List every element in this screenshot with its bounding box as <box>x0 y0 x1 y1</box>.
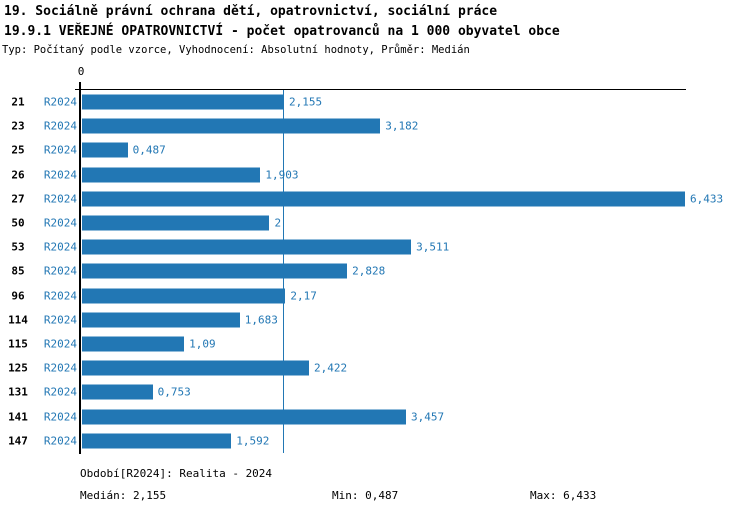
bar-value-label: 2,828 <box>352 264 386 278</box>
chart-row: 131 R2024 0,753 <box>0 380 750 404</box>
bar-value-label: 6,433 <box>690 192 724 206</box>
chart-row: 141 R2024 3,457 <box>0 405 750 429</box>
chart-subtitle: 19.9.1 VEŘEJNÉ OPATROVNICTVÍ - počet opa… <box>4 24 560 39</box>
chart-row: 114 R2024 1,683 <box>0 308 750 332</box>
row-series-label: R2024 <box>43 240 77 254</box>
bar <box>82 94 284 110</box>
row-category-label: 115 <box>8 337 28 351</box>
row-series-label: R2024 <box>43 289 77 303</box>
row-category-label: 21 <box>11 95 25 109</box>
footer-min-text: Min: 0,487 <box>332 489 399 502</box>
chart-row: 115 R2024 1,09 <box>0 332 750 356</box>
bar <box>82 288 286 304</box>
row-series-label: R2024 <box>43 313 77 327</box>
chart-title: 19. Sociálně právní ochrana dětí, opatro… <box>4 4 498 19</box>
bar <box>82 409 407 425</box>
bar <box>82 215 270 231</box>
row-series-label: R2024 <box>43 337 77 351</box>
bar-value-label: 3,511 <box>416 240 450 254</box>
row-series-label: R2024 <box>43 192 77 206</box>
bar <box>82 191 685 207</box>
bar <box>82 384 153 400</box>
bar-value-label: 1,09 <box>189 337 216 351</box>
bar-value-label: 1,683 <box>244 313 278 327</box>
row-category-label: 26 <box>11 168 25 182</box>
chart-row: 50 R2024 2 <box>0 211 750 235</box>
bar <box>82 142 128 158</box>
chart-row: 21 R2024 2,155 <box>0 90 750 114</box>
row-series-label: R2024 <box>43 385 77 399</box>
chart-row: 147 R2024 1,592 <box>0 429 750 453</box>
row-series-label: R2024 <box>43 264 77 278</box>
chart-type-line: Typ: Počítaný podle vzorce, Vyhodnocení:… <box>2 44 470 56</box>
bar-value-label: 2,155 <box>288 95 323 109</box>
row-category-label: 125 <box>8 361 28 375</box>
bar <box>82 167 261 183</box>
chart-row: 26 R2024 1,903 <box>0 163 750 187</box>
row-category-label: 96 <box>11 289 25 303</box>
chart-row: 96 R2024 2,17 <box>0 284 750 308</box>
bar-value-label: 1,903 <box>265 168 299 182</box>
row-series-label: R2024 <box>43 216 77 230</box>
row-series-label: R2024 <box>43 168 77 182</box>
row-category-label: 114 <box>8 313 28 327</box>
bar-value-label: 0,753 <box>157 385 191 399</box>
chart-row: 23 R2024 3,182 <box>0 114 750 138</box>
row-category-label: 25 <box>11 143 25 157</box>
bar <box>82 312 240 328</box>
row-series-label: R2024 <box>43 434 77 448</box>
footer-median-text: Medián: 2,155 <box>80 489 167 502</box>
x-axis-zero-tick-label: 0 <box>77 65 85 78</box>
row-series-label: R2024 <box>43 361 77 375</box>
bar <box>82 360 310 376</box>
y-axis-line <box>79 82 81 454</box>
row-category-label: 147 <box>8 434 28 448</box>
bar-value-label: 3,457 <box>411 410 445 424</box>
footer-period-text: Období[R2024]: Realita - 2024 <box>80 467 273 480</box>
row-category-label: 53 <box>11 240 25 254</box>
chart-row: 53 R2024 3,511 <box>0 235 750 259</box>
bar-value-label: 1,592 <box>236 434 270 448</box>
chart-row: 27 R2024 6,433 <box>0 187 750 211</box>
bar-rows-container: 21 R2024 2,155 23 R2024 3,182 25 R2024 0,487 26 R2… <box>0 90 750 453</box>
row-category-label: 131 <box>8 385 28 399</box>
footer-max-text: Max: 6,433 <box>530 489 597 502</box>
bar <box>82 263 348 279</box>
bar-value-label: 2,17 <box>290 289 317 303</box>
row-category-label: 85 <box>11 264 25 278</box>
bar-value-label: 2 <box>274 216 282 230</box>
row-series-label: R2024 <box>43 143 77 157</box>
chart-row: 125 R2024 2,422 <box>0 356 750 380</box>
bar <box>82 336 185 352</box>
x-axis-line <box>75 89 686 90</box>
chart-row: 25 R2024 0,487 <box>0 138 750 162</box>
chart-row: 85 R2024 2,828 <box>0 259 750 283</box>
bar <box>82 118 381 134</box>
bar-value-label: 2,422 <box>314 361 348 375</box>
row-category-label: 23 <box>11 119 25 133</box>
row-series-label: R2024 <box>43 119 77 133</box>
row-series-label: R2024 <box>43 95 77 109</box>
bar-value-label: 0,487 <box>132 143 166 157</box>
row-category-label: 27 <box>11 192 25 206</box>
bar-value-label: 3,182 <box>385 119 419 133</box>
row-category-label: 141 <box>8 410 28 424</box>
bar <box>82 433 232 449</box>
row-series-label: R2024 <box>43 410 77 424</box>
row-category-label: 50 <box>11 216 25 230</box>
bar <box>82 239 412 255</box>
